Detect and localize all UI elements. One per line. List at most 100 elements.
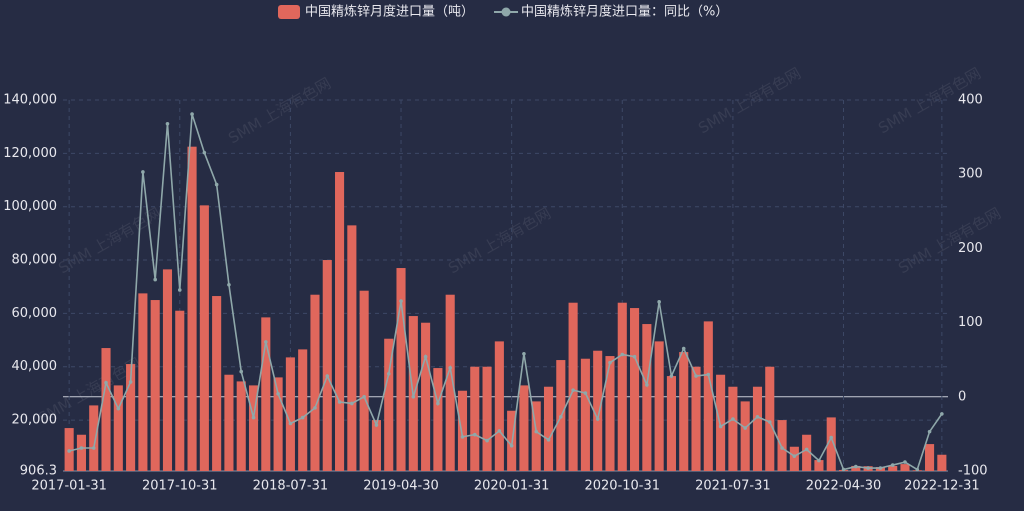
bar (396, 268, 406, 471)
bar (76, 434, 86, 471)
line-point (694, 374, 698, 378)
x-tick-label: 2017-01-31 (31, 479, 107, 494)
y2-tick-label: 400 (958, 93, 983, 108)
bar (236, 381, 246, 471)
line-point (460, 435, 465, 439)
line-point (767, 420, 772, 424)
y2-tick-label: -100 (958, 464, 988, 479)
bar (359, 290, 369, 471)
y-tick-label: 60,000 (12, 306, 58, 321)
bar (654, 341, 664, 471)
bar (494, 341, 504, 471)
bar (605, 356, 615, 471)
line-point (903, 460, 907, 464)
line-point (755, 415, 760, 419)
bar (789, 446, 799, 471)
bar (101, 348, 111, 471)
line-point (411, 395, 416, 399)
x-tick-label: 2021-07-31 (695, 479, 771, 494)
bar (826, 417, 836, 471)
bar (728, 386, 738, 471)
bar (543, 386, 554, 471)
legend-swatch (501, 7, 511, 17)
bar (482, 366, 492, 471)
line-point (91, 446, 96, 450)
line-point (264, 340, 268, 344)
bar (925, 444, 935, 471)
bar (162, 269, 173, 471)
line-point (67, 449, 71, 453)
bar (175, 310, 185, 471)
line-point (915, 467, 920, 472)
line-point (878, 466, 883, 470)
line-point (608, 360, 612, 365)
bar (421, 322, 431, 471)
line-point (706, 372, 711, 377)
line-point (854, 464, 858, 469)
lines (67, 112, 944, 472)
bar (261, 317, 271, 471)
line-point (829, 435, 834, 440)
bar (593, 350, 603, 471)
y-tick-label: 140,000 (3, 93, 57, 108)
line-point (227, 282, 231, 287)
bar (126, 364, 136, 471)
line-point (276, 392, 280, 396)
line-point (817, 458, 821, 463)
bar (777, 420, 787, 471)
bar (248, 385, 259, 471)
y2-tick-label: 200 (958, 241, 983, 256)
line-point (128, 380, 133, 384)
line-point (165, 121, 170, 126)
y2-tick-label: 300 (958, 167, 983, 182)
line-point (743, 426, 747, 430)
bar (691, 366, 701, 471)
bar (519, 385, 529, 471)
line-point (632, 354, 637, 359)
bar (937, 454, 947, 471)
line-point (620, 352, 625, 357)
bar (199, 205, 209, 471)
bar (703, 321, 713, 471)
line-point (386, 371, 391, 376)
line-point (841, 467, 846, 472)
bar (224, 374, 234, 471)
line-point (927, 429, 932, 434)
bar (470, 366, 480, 471)
line-point (362, 395, 366, 399)
y-tick-label: 120,000 (3, 146, 57, 161)
line-point (79, 446, 84, 450)
line-point (534, 429, 539, 434)
bar (765, 366, 775, 471)
line-point (583, 391, 588, 395)
legend-label: 中国精炼锌月度进口量（吨） (305, 4, 474, 20)
y-tick-label: 906.3 (20, 464, 57, 479)
line-point (141, 170, 145, 174)
bar (322, 260, 332, 471)
x-tick-label: 2020-01-31 (474, 479, 550, 494)
line-point (681, 346, 686, 351)
bar (298, 349, 308, 471)
line-point (497, 429, 502, 433)
bar (740, 401, 750, 471)
bar (642, 324, 652, 471)
bar (900, 464, 910, 471)
bar (150, 300, 160, 471)
line-point (940, 412, 944, 416)
bar (888, 465, 898, 471)
line-point (546, 438, 551, 442)
line-point (472, 432, 477, 437)
line-point (177, 288, 182, 292)
legend-label: 中国精炼锌月度进口量：同比（%） (521, 4, 728, 20)
bar (457, 390, 468, 471)
bar (433, 368, 443, 471)
bar (580, 358, 590, 471)
line-point (374, 423, 379, 427)
line-point (485, 438, 489, 443)
x-tick-label: 2022-12-31 (904, 479, 980, 494)
legend: 中国精炼锌月度进口量（吨） 中国精炼锌月度进口量：同比（%） (278, 4, 728, 20)
bar (371, 420, 381, 471)
line-point (350, 401, 354, 406)
line (68, 113, 943, 471)
